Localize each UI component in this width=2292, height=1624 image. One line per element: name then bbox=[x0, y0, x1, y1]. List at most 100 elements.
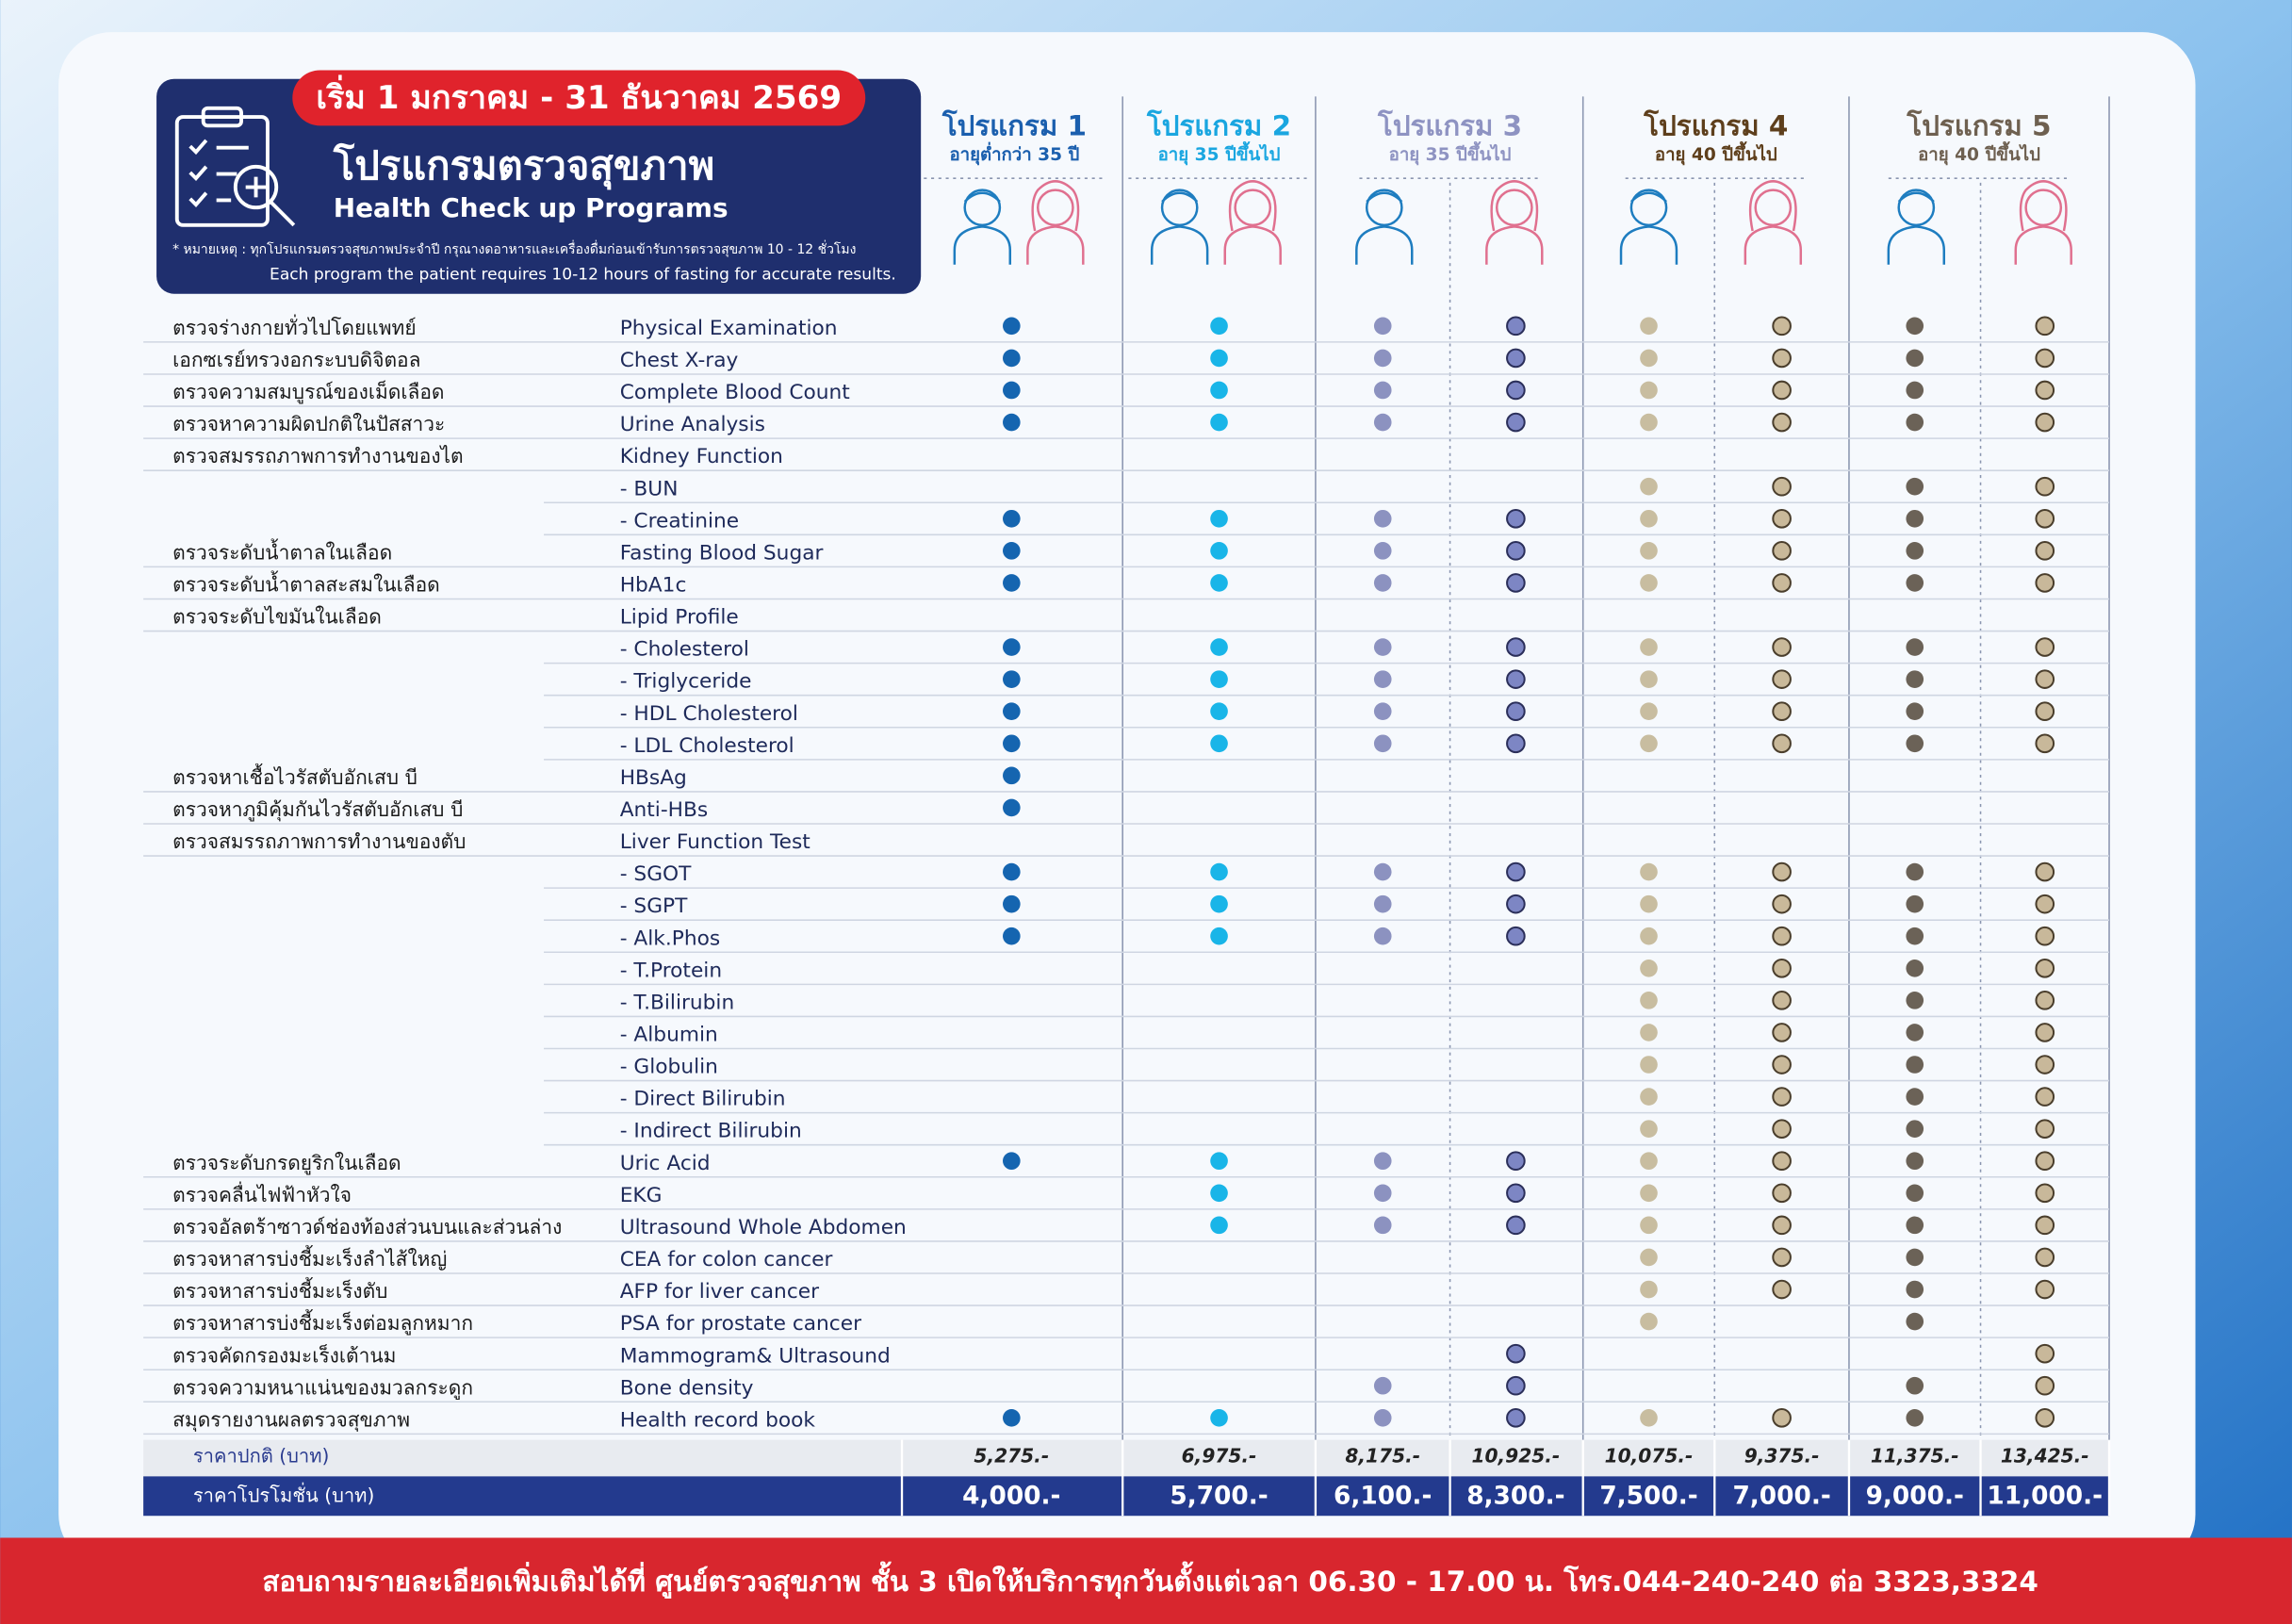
check-dot bbox=[2035, 1055, 2055, 1074]
test-name-en: - Direct Bilirubin bbox=[620, 1088, 786, 1111]
check-dot bbox=[2035, 701, 2055, 722]
icon-head bbox=[1365, 189, 1403, 227]
check-dot bbox=[1772, 1247, 1792, 1268]
check-dot bbox=[1640, 381, 1658, 400]
check-dot bbox=[1772, 412, 1792, 433]
check-dot bbox=[1640, 542, 1658, 560]
check-dot bbox=[1373, 317, 1392, 336]
check-dot bbox=[1506, 1183, 1526, 1204]
check-dot bbox=[2035, 733, 2055, 754]
check-dot bbox=[1772, 861, 1792, 882]
icon-head bbox=[1036, 189, 1074, 227]
check-dot bbox=[1506, 1375, 1526, 1396]
icon-hair bbox=[1630, 191, 1667, 203]
check-dot bbox=[1906, 317, 1924, 336]
check-dot bbox=[1210, 317, 1228, 336]
check-dot bbox=[1640, 959, 1658, 977]
regular-price: 10,925.- bbox=[1471, 1445, 1560, 1468]
check-dot bbox=[1640, 992, 1658, 1009]
test-name-en: - BUN bbox=[620, 477, 679, 500]
test-name-en: Urine Analysis bbox=[620, 413, 765, 436]
check-dot bbox=[1506, 861, 1526, 882]
check-dot bbox=[1373, 509, 1392, 528]
check-dot bbox=[1906, 1376, 1924, 1395]
promo-row bbox=[143, 1476, 2110, 1517]
test-name-en: Ultrasound Whole Abdomen bbox=[620, 1216, 907, 1239]
check-dot bbox=[1772, 476, 1792, 497]
check-dot bbox=[1906, 862, 1924, 881]
male-icon bbox=[1355, 189, 1414, 265]
icon-head bbox=[2024, 189, 2063, 227]
check-dot bbox=[1772, 1087, 1792, 1107]
check-dot bbox=[1506, 1343, 1526, 1364]
check-dot bbox=[1210, 894, 1228, 913]
check-dot bbox=[1772, 508, 1792, 529]
check-dot bbox=[1506, 1407, 1526, 1428]
regular-price: 5,275.- bbox=[974, 1445, 1049, 1468]
check-dot bbox=[1210, 670, 1228, 688]
footer-bar bbox=[0, 1537, 2292, 1624]
regular-row bbox=[143, 1439, 2110, 1477]
check-dot bbox=[2035, 541, 2055, 561]
promo-price: 5,700.- bbox=[1170, 1483, 1268, 1511]
check-dot bbox=[1373, 702, 1392, 721]
regular-label: ราคาปกติ (บาท) bbox=[193, 1445, 330, 1468]
check-dot bbox=[1772, 380, 1792, 401]
check-dot bbox=[1906, 638, 1924, 656]
icon-head bbox=[1234, 189, 1272, 227]
check-dot bbox=[1772, 991, 1792, 1010]
check-dot bbox=[1772, 348, 1792, 369]
test-name-en: - Cholesterol bbox=[620, 638, 749, 662]
promo-price: 4,000.- bbox=[962, 1483, 1060, 1511]
check-dot bbox=[1906, 734, 1924, 753]
test-name-en: EKG bbox=[620, 1184, 663, 1207]
check-dot bbox=[2035, 1087, 2055, 1107]
test-name-th: ตรวจหาสารบ่งชี้มะเร็งต่อมลูกหมาก bbox=[172, 1309, 473, 1336]
icon-hair bbox=[2019, 180, 2068, 232]
check-dot bbox=[1640, 1408, 1658, 1427]
test-name-en: Chest X-ray bbox=[620, 349, 739, 372]
test-name-th: ตรวจอัลตร้าซาวด์ช่องท้องส่วนบนและส่วนล่า… bbox=[172, 1216, 562, 1239]
check-dot bbox=[1003, 702, 1021, 721]
check-dot bbox=[1506, 316, 1526, 336]
check-dot bbox=[1772, 1151, 1792, 1172]
test-name-th: ตรวจสมรรถภาพการทำงานของตับ bbox=[172, 830, 466, 853]
test-name-en: - Triglyceride bbox=[620, 670, 752, 694]
check-dot bbox=[1772, 894, 1792, 914]
icon-head bbox=[1495, 189, 1533, 227]
check-dot bbox=[1640, 734, 1658, 753]
check-dot bbox=[1640, 927, 1658, 945]
test-name-en: - Albumin bbox=[620, 1024, 718, 1047]
icon-hair bbox=[1031, 180, 1080, 232]
icon-head bbox=[1160, 189, 1199, 227]
test-name-th: ตรวจคลื่นไฟฟ้าหัวใจ bbox=[172, 1181, 352, 1206]
check-dot bbox=[2035, 508, 2055, 529]
check-dot bbox=[1003, 766, 1021, 785]
icon-body bbox=[1485, 225, 1544, 265]
check-dot bbox=[1906, 1024, 1924, 1042]
promo-label: ราคาโปรโมชั่น (บาท) bbox=[193, 1483, 374, 1507]
test-name-th: ตรวจคัดกรองมะเร็งเต้านม bbox=[172, 1342, 396, 1367]
check-dot bbox=[1906, 1184, 1924, 1203]
test-name-th: ตรวจหาความผิดปกติในปัสสาวะ bbox=[172, 413, 445, 435]
check-dot bbox=[1003, 349, 1021, 368]
test-name-en: AFP for liver cancer bbox=[620, 1280, 819, 1304]
icon-body bbox=[1744, 225, 1803, 265]
check-dot bbox=[1906, 574, 1924, 592]
check-dot bbox=[1210, 349, 1228, 368]
check-dot bbox=[2035, 573, 2055, 593]
test-name-en: - Alk.Phos bbox=[620, 927, 721, 950]
test-name-en: - Globulin bbox=[620, 1056, 718, 1079]
test-name-en: - Creatinine bbox=[620, 509, 739, 533]
icon-hair bbox=[1161, 191, 1199, 203]
program-age: อายุ 35 ปีขึ้นไป bbox=[1389, 141, 1512, 166]
check-dot bbox=[1906, 1120, 1924, 1138]
test-name-th: ตรวจระดับกรดยูริกในเลือด bbox=[172, 1152, 401, 1175]
check-dot bbox=[1906, 1408, 1924, 1427]
icon-body bbox=[1150, 225, 1209, 265]
check-dot bbox=[2035, 476, 2055, 497]
check-dot bbox=[1772, 1279, 1792, 1300]
check-dot bbox=[2035, 1375, 2055, 1396]
check-dot bbox=[1506, 508, 1526, 529]
test-name-en: - Indirect Bilirubin bbox=[620, 1120, 802, 1143]
